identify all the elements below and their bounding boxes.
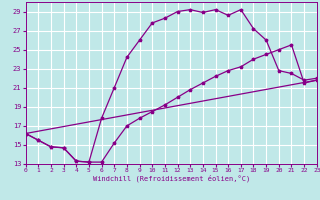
X-axis label: Windchill (Refroidissement éolien,°C): Windchill (Refroidissement éolien,°C): [92, 175, 250, 182]
